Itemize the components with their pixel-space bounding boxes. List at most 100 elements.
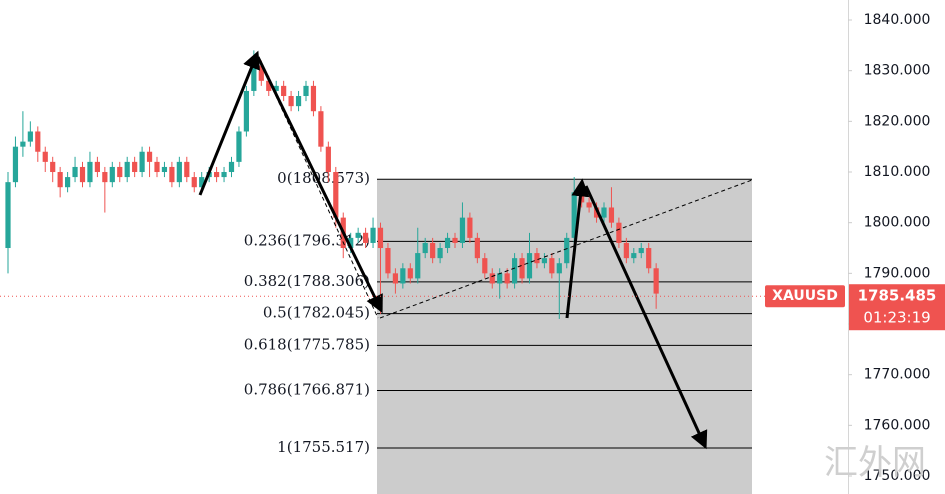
candle-body bbox=[258, 65, 264, 81]
candle-body bbox=[489, 273, 495, 284]
candle-body bbox=[12, 146, 19, 183]
candle-body bbox=[109, 166, 115, 183]
candle-body bbox=[318, 111, 324, 147]
candle-body bbox=[35, 131, 41, 152]
symbol-label: XAUUSD bbox=[772, 288, 838, 304]
candle-body bbox=[541, 258, 547, 264]
candle-body bbox=[176, 161, 182, 183]
candle-body bbox=[57, 172, 63, 188]
candle-body bbox=[638, 248, 644, 254]
candle-body bbox=[87, 161, 93, 183]
fib-label: 0.382(1788.306) bbox=[244, 272, 370, 290]
candle-body bbox=[281, 85, 287, 97]
candle-body bbox=[214, 172, 220, 178]
candle-body bbox=[407, 268, 413, 279]
candle-body bbox=[154, 161, 160, 173]
y-tick-label: 1800.000 bbox=[864, 215, 931, 231]
candle-body bbox=[325, 146, 331, 173]
candle-body bbox=[221, 172, 227, 178]
candle-body bbox=[42, 151, 48, 162]
candle-body bbox=[400, 268, 406, 284]
candle-body bbox=[482, 258, 488, 274]
candle-body bbox=[377, 227, 384, 249]
candle-body bbox=[273, 85, 279, 91]
y-tick-label: 1830.000 bbox=[864, 63, 931, 79]
candle-body bbox=[355, 232, 361, 238]
candle-body bbox=[199, 177, 205, 188]
candle-body bbox=[363, 232, 369, 243]
y-tick-label: 1790.000 bbox=[864, 265, 931, 281]
watermark: 汇外网 bbox=[824, 443, 926, 483]
candle-body bbox=[534, 253, 540, 264]
fib-label: 0.786(1766.871) bbox=[244, 381, 370, 399]
candles bbox=[5, 50, 659, 319]
candle-body bbox=[288, 96, 294, 107]
fib-label: 0(1808.573) bbox=[277, 169, 370, 187]
candle-body bbox=[333, 172, 339, 218]
candle-body bbox=[474, 237, 480, 259]
drawings bbox=[198, 50, 753, 450]
candle-body bbox=[27, 131, 33, 142]
candle-body bbox=[169, 166, 175, 183]
candle-body bbox=[564, 237, 570, 264]
candle-body bbox=[348, 237, 354, 249]
candle-body bbox=[459, 217, 466, 243]
candle-body bbox=[497, 273, 503, 284]
candle-body bbox=[430, 242, 436, 259]
candle-body bbox=[370, 227, 376, 243]
trend-line bbox=[257, 56, 379, 319]
arrow bbox=[256, 56, 383, 314]
y-tick-label: 1840.000 bbox=[864, 12, 931, 28]
candle-body bbox=[653, 268, 659, 294]
candle-body bbox=[504, 273, 510, 284]
candle-body bbox=[5, 182, 11, 249]
arrow bbox=[584, 185, 708, 450]
symbol-box bbox=[765, 285, 845, 308]
candle-body bbox=[467, 217, 473, 238]
candle-body bbox=[646, 248, 652, 269]
fib-area bbox=[377, 179, 752, 494]
candle-body bbox=[415, 253, 421, 279]
candle-body bbox=[310, 85, 317, 112]
candle-body bbox=[385, 248, 391, 274]
candle-body bbox=[146, 151, 153, 162]
last-price-label: 1785.485 bbox=[858, 287, 937, 305]
candle-body bbox=[571, 192, 577, 238]
candle-body bbox=[616, 222, 622, 243]
y-tick-label: 1760.000 bbox=[864, 417, 931, 433]
candle-body bbox=[519, 258, 525, 279]
candle-body bbox=[65, 177, 71, 188]
candle-body bbox=[236, 131, 242, 162]
y-tick-label: 1750.000 bbox=[864, 468, 931, 484]
candle-body bbox=[184, 161, 190, 178]
candle-body bbox=[586, 202, 592, 208]
candle-body bbox=[50, 161, 56, 173]
candle-body bbox=[556, 263, 562, 274]
candle-body bbox=[20, 141, 26, 147]
candle-body bbox=[422, 242, 428, 254]
candle-body bbox=[437, 248, 443, 259]
candle-body bbox=[512, 258, 518, 284]
candle-body bbox=[526, 253, 533, 279]
candle-body bbox=[243, 90, 249, 132]
candle-body bbox=[228, 161, 235, 173]
fib-retracement: 0(1808.573) 0.236(1796.312) 0.382(1788.306… bbox=[244, 169, 752, 494]
candle-body bbox=[79, 166, 86, 183]
candle-body bbox=[266, 80, 272, 91]
trend-line bbox=[379, 179, 753, 319]
arrow bbox=[198, 50, 260, 196]
candle-body bbox=[303, 85, 309, 97]
candle-body bbox=[132, 161, 138, 173]
countdown: 01:23:19 bbox=[863, 309, 930, 327]
candle-body bbox=[251, 65, 257, 91]
candle-body bbox=[191, 177, 197, 188]
candle-body bbox=[392, 273, 398, 284]
candle-body bbox=[623, 242, 629, 259]
candle-body bbox=[139, 151, 145, 173]
candle-body bbox=[608, 207, 615, 223]
candle-body bbox=[102, 172, 108, 183]
arrow bbox=[565, 178, 590, 319]
candle-body bbox=[549, 258, 555, 274]
price-tag: XAUUSD 1785.485 01:23:19 bbox=[0, 284, 945, 331]
fib-label: 1(1755.517) bbox=[277, 438, 370, 456]
